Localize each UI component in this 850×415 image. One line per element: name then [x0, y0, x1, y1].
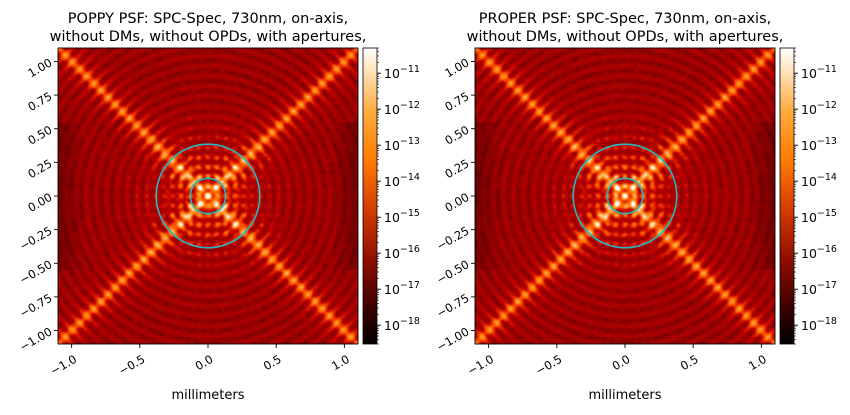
- x-tick-label: 0.0: [610, 352, 633, 373]
- y-tick-label: −0.25: [17, 224, 55, 254]
- chart-title-line1: PROPER PSF: SPC-Spec, 730nm, on-axis,: [479, 11, 771, 27]
- x-axis-label: millimeters: [172, 388, 245, 403]
- colorbar: [779, 47, 795, 345]
- colorbar-tick-label: 10−12: [801, 100, 837, 117]
- colorbar-tick-label: 10−18: [384, 316, 420, 333]
- colorbar-tick-label: 10−11: [801, 64, 837, 81]
- x-tick-label: 0.0: [193, 352, 216, 373]
- outer-circle: [572, 143, 678, 249]
- psf-heatmap-image: [475, 48, 775, 344]
- x-tick-label: −0.5: [533, 352, 564, 378]
- colorbar-tick-label: 10−13: [801, 136, 837, 153]
- psf-heatmap-image: [58, 48, 358, 344]
- colorbar-tick-label: 10−15: [384, 208, 420, 225]
- y-tick-label: −0.75: [434, 291, 472, 321]
- y-tick-label: −0.50: [434, 257, 472, 287]
- panel-poppy: POPPY PSF: SPC-Spec, 730nm, on-axis, wit…: [17, 11, 420, 403]
- colorbar-tick-label: 10−16: [801, 244, 837, 261]
- inner-circle: [189, 177, 227, 215]
- y-tick-label: 0.00: [25, 190, 54, 215]
- colorbar-tick-label: 10−11: [384, 64, 420, 81]
- x-axis-label: millimeters: [589, 388, 662, 403]
- x-tick-label: −0.5: [116, 352, 147, 378]
- y-axis: 1.00 0.75 0.50 0.25 0.00 −0.25−0.50 −0.75−1.00: [434, 55, 475, 354]
- colorbar-tick-label: 10−15: [801, 208, 837, 225]
- y-tick-label: −1.00: [17, 324, 55, 354]
- y-tick-label: 0.50: [442, 123, 471, 148]
- x-tick-label: −1.0: [465, 352, 496, 378]
- colorbar-tick-label: 10−12: [384, 100, 420, 117]
- colorbar-ticks: 10−11 10−12 10−13 10−14 10−15 10−16 10−17 10−18: [377, 47, 420, 345]
- y-tick-label: 0.25: [25, 156, 54, 181]
- chart-title-line2: without DMs, without OPDs, with aperture…: [50, 29, 367, 45]
- inner-circle: [606, 177, 644, 215]
- y-tick-label: 0.50: [25, 123, 54, 148]
- y-tick-label: 0.00: [442, 190, 471, 215]
- y-tick-label: −0.50: [17, 257, 55, 287]
- y-tick-label: 0.75: [25, 89, 54, 114]
- x-tick-label: 1.0: [746, 352, 769, 373]
- chart-title-line2: without DMs, without OPDs, with aperture…: [467, 29, 784, 45]
- colorbar-tick-label: 10−18: [801, 316, 837, 333]
- y-tick-label: −1.00: [434, 324, 472, 354]
- colorbar: [362, 47, 378, 345]
- y-tick-label: 0.75: [442, 89, 471, 114]
- y-tick-label: −0.25: [434, 224, 472, 254]
- x-axis: −1.0 −0.5 0.0 0.5 1.0: [465, 344, 769, 378]
- y-axis: 1.00 0.75 0.50 0.25 0.00 −0.25−0.50 −0.75−1.00: [17, 55, 58, 354]
- x-tick-label: 0.5: [261, 352, 284, 373]
- colorbar-tick-label: 10−14: [384, 172, 420, 189]
- chart-title-line1: POPPY PSF: SPC-Spec, 730nm, on-axis,: [68, 11, 348, 27]
- colorbar-tick-label: 10−17: [801, 280, 837, 297]
- y-tick-label: 1.00: [25, 55, 54, 80]
- outer-circle: [155, 143, 261, 249]
- y-tick-label: −0.75: [17, 291, 55, 321]
- colorbar-tick-label: 10−13: [384, 136, 420, 153]
- x-tick-label: −1.0: [48, 352, 79, 378]
- x-tick-label: 1.0: [329, 352, 352, 373]
- y-tick-label: 1.00: [442, 55, 471, 80]
- colorbar-tick-label: 10−16: [384, 244, 420, 261]
- colorbar-tick-label: 10−14: [801, 172, 837, 189]
- x-tick-label: 0.5: [678, 352, 701, 373]
- colorbar-ticks: 10−11 10−12 10−13 10−14 10−15 10−16 10−17 10−18: [794, 47, 837, 345]
- colorbar-tick-label: 10−17: [384, 280, 420, 297]
- panel-proper: PROPER PSF: SPC-Spec, 730nm, on-axis, wi…: [434, 11, 837, 403]
- x-axis: −1.0 −0.5 0.0 0.5 1.0: [48, 344, 352, 378]
- y-tick-label: 0.25: [442, 156, 471, 181]
